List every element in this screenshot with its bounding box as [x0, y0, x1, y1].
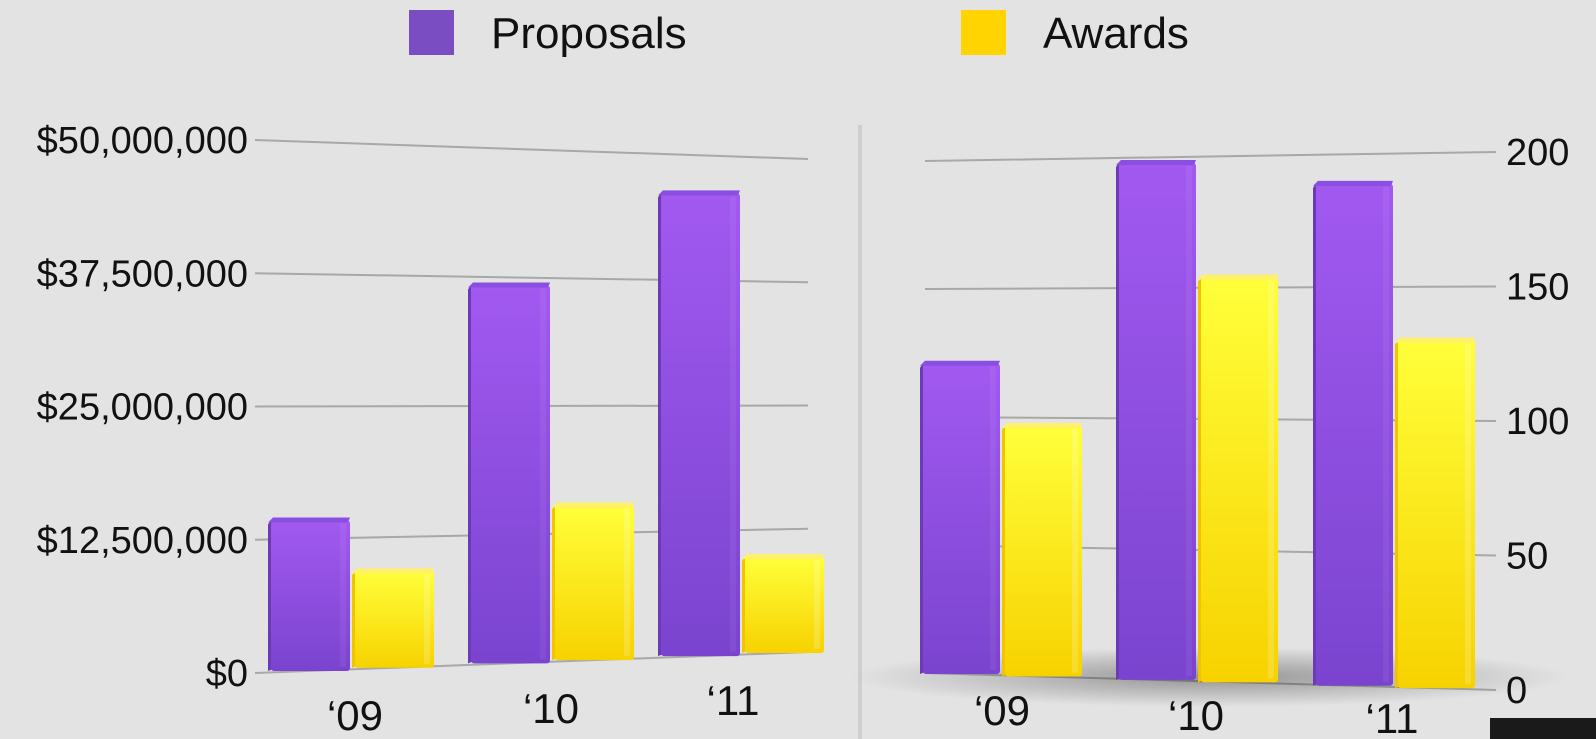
bar-front-face	[1005, 425, 1082, 677]
bar-highlight	[1383, 186, 1389, 682]
bar-front-face	[355, 571, 434, 668]
bar-top-cap	[1198, 274, 1278, 280]
y-tick-label: 100	[1506, 401, 1569, 443]
legend: Proposals Awards	[409, 9, 1189, 58]
x-category-label: ‘11	[707, 677, 760, 724]
gridline-4	[254, 139, 809, 160]
y-tick-label: 0	[1506, 670, 1527, 712]
bar-front-face	[471, 285, 550, 664]
bar-awards-09	[352, 568, 434, 668]
bar-front-face	[1398, 340, 1475, 689]
bar-highlight	[340, 523, 346, 667]
y-tick-label: 150	[1506, 267, 1569, 309]
bar-highlight	[1072, 428, 1078, 673]
legend-item-proposals: Proposals	[409, 9, 687, 58]
y-tick-label: $0	[206, 653, 248, 695]
gridline-4	[924, 151, 1497, 162]
bar-proposals-09	[920, 360, 1000, 675]
legend-item-awards: Awards	[961, 9, 1189, 58]
bars	[268, 190, 824, 671]
bar-highlight	[1186, 165, 1192, 676]
bar-top-cap	[1313, 180, 1393, 186]
bar-top-cap	[552, 502, 634, 508]
x-category-label: ‘10	[523, 685, 579, 732]
bar-highlight	[424, 574, 430, 664]
legend-label-proposals: Proposals	[491, 9, 687, 58]
bar-awards-10	[552, 502, 634, 661]
bar-proposals-10	[1116, 159, 1196, 680]
y-tick-label: $50,000,000	[37, 120, 248, 162]
bar-proposals-09	[268, 517, 350, 671]
corner-overlay	[1490, 718, 1596, 739]
x-category-label: ‘11	[1366, 695, 1419, 739]
bar-proposals-11	[1313, 180, 1393, 686]
legend-swatch-awards	[961, 10, 1006, 55]
bar-highlight	[814, 559, 820, 649]
bar-front-face	[555, 505, 634, 661]
bar-top-cap	[1395, 337, 1475, 343]
bar-front-face	[1119, 162, 1196, 680]
x-category-label: ‘10	[1168, 692, 1224, 739]
bar-top-cap	[1002, 422, 1082, 428]
bar-front-face	[745, 556, 824, 653]
y-tick-label: $25,000,000	[37, 387, 248, 429]
y-tick-label: $12,500,000	[37, 520, 248, 562]
bar-awards-11	[742, 553, 824, 653]
bar-highlight	[540, 288, 546, 660]
bars	[920, 159, 1475, 689]
bar-top-cap	[468, 282, 550, 288]
x-axis-categories: ‘09 ‘10 ‘11	[327, 677, 760, 739]
bar-awards-11	[1395, 337, 1475, 689]
legend-label-awards: Awards	[1043, 9, 1189, 58]
chart-dollars: $0 $12,500,000 $25,000,000 $37,500,000 $50,0…	[37, 120, 824, 739]
bar-top-cap	[920, 360, 1000, 366]
bar-top-cap	[1116, 159, 1196, 165]
x-axis-categories: ‘09 ‘10 ‘11	[974, 687, 1419, 739]
bar-front-face	[923, 363, 1000, 675]
bar-awards-10	[1198, 274, 1278, 683]
bar-awards-09	[1002, 422, 1082, 677]
bar-front-face	[661, 193, 740, 657]
y-axis-ticks: $0 $12,500,000 $25,000,000 $37,500,000 $50,0…	[37, 120, 248, 695]
bar-top-cap	[352, 568, 434, 574]
bar-front-face	[271, 520, 350, 671]
bar-front-face	[1316, 183, 1393, 686]
bar-highlight	[1268, 280, 1274, 679]
y-axis-ticks: 0 50 100 150 200	[1506, 132, 1569, 712]
legend-swatch-proposals	[409, 10, 454, 55]
x-category-label: ‘09	[327, 692, 383, 739]
y-tick-label: 200	[1506, 132, 1569, 174]
bar-highlight	[990, 366, 996, 671]
bar-top-cap	[742, 553, 824, 559]
chart-counts: 0 50 100 150 200 ‘09 ‘10 ‘11	[850, 132, 1570, 739]
bar-top-cap	[658, 190, 740, 196]
bar-proposals-10	[468, 282, 550, 664]
y-tick-label: 50	[1506, 536, 1548, 578]
bar-proposals-11	[658, 190, 740, 657]
bar-highlight	[1465, 343, 1471, 685]
bar-top-cap	[268, 517, 350, 523]
bar-highlight	[624, 508, 630, 657]
x-category-label: ‘09	[974, 687, 1030, 734]
bar-highlight	[730, 196, 736, 653]
bar-front-face	[1201, 277, 1278, 683]
y-tick-label: $37,500,000	[37, 253, 248, 295]
